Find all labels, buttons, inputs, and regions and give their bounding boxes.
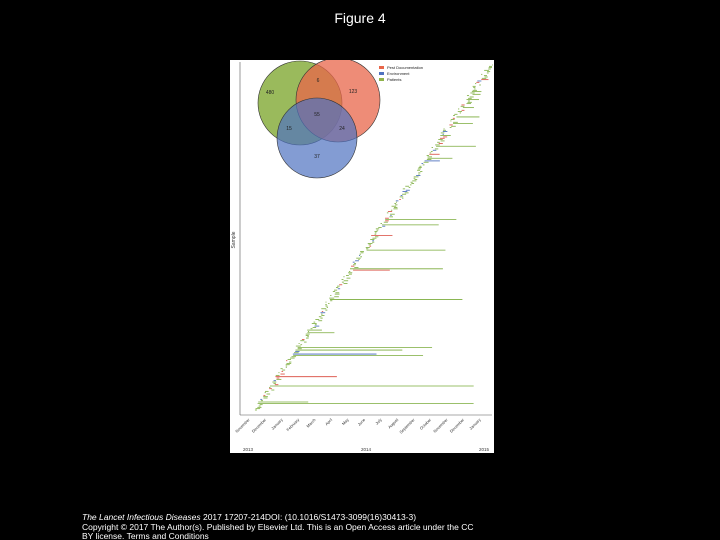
venn-label: 55: [314, 112, 320, 118]
month-label: April: [324, 417, 333, 426]
slide-title: Figure 4: [334, 10, 386, 26]
month-label: May: [341, 417, 350, 426]
legend-label: Environment: [387, 71, 410, 76]
figure: 6 480 123 55 15 24 37 Pest Documentation…: [230, 60, 494, 453]
venn-label: 15: [286, 126, 292, 132]
journal-name: The Lancet Infectious Diseases: [82, 512, 201, 522]
venn: 6 480 123 55 15 24 37 Pest Documentation…: [257, 60, 423, 179]
legend-swatch: [379, 78, 384, 81]
venn-label: 480: [266, 90, 275, 96]
copyright: Copyright © 2017 The Author(s). Publishe…: [82, 521, 474, 532]
legend-label: Patients: [387, 77, 401, 82]
venn-label: 24: [339, 126, 345, 132]
venn-label: 123: [349, 89, 358, 95]
venn-circle: [276, 97, 358, 179]
legend-label: Pest Documentation: [387, 65, 423, 70]
terms-link[interactable]: Terms and Conditions: [126, 531, 209, 540]
citation-details: 2017 17207-214DOI: (10.1016/S1473-3099(1…: [202, 512, 417, 522]
venn-label: 6: [317, 78, 320, 84]
legend-swatch: [379, 72, 384, 75]
year-label: 2014: [361, 447, 372, 452]
month-label: June: [357, 417, 367, 427]
license: BY license.: [82, 531, 125, 540]
legend-swatch: [379, 66, 384, 69]
y-axis-label: Sample: [231, 231, 237, 248]
venn-label: 37: [314, 154, 320, 160]
citation: The Lancet Infectious Diseases 2017 1720…: [82, 512, 512, 540]
month-label: July: [374, 417, 383, 426]
year-label: 2013: [243, 447, 254, 452]
month-label: March: [305, 417, 316, 428]
year-label: 2015: [479, 447, 490, 452]
